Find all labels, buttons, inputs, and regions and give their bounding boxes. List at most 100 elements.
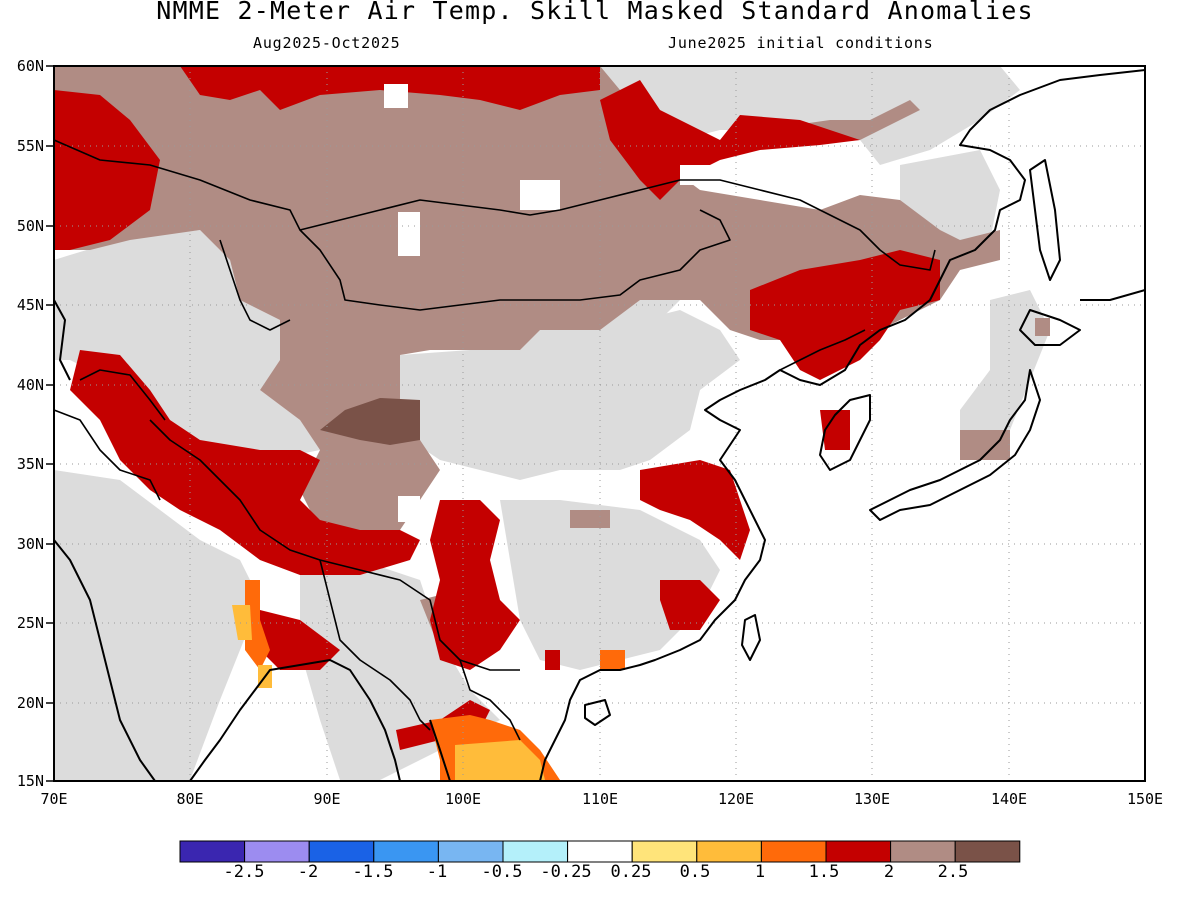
white-hole-1 xyxy=(384,84,408,108)
lat-label: 35N xyxy=(16,455,44,473)
white-holes-layer xyxy=(384,84,750,522)
colorbar-swatch xyxy=(308,840,375,863)
colorbar-tick-label: 1 xyxy=(754,862,766,882)
border-afghan xyxy=(53,409,161,501)
colorbar-swatch xyxy=(502,840,569,863)
coast-sakhalin xyxy=(1029,159,1061,281)
colorbar-tick-label: 0.5 xyxy=(679,862,711,882)
lon-label: 110E xyxy=(581,790,619,808)
red-region-jiangsu xyxy=(640,460,750,560)
coast-india-west xyxy=(53,539,156,782)
lon-label: 100E xyxy=(444,790,482,808)
initial-conditions-label: June2025 initial conditions xyxy=(668,34,934,52)
colorbar-swatch xyxy=(567,840,633,863)
lat-label: 50N xyxy=(16,217,44,235)
gray-region-central-china xyxy=(400,310,740,480)
coast-thailand-gulf xyxy=(429,719,451,782)
colorbar-swatch xyxy=(696,840,762,863)
gray-region-south-asia xyxy=(54,470,260,780)
red-region-korea xyxy=(820,410,850,450)
colorbar-tick-label: 1.5 xyxy=(808,862,840,882)
red-region-bangladesh xyxy=(250,610,340,670)
colorbar-tick-label: -2.5 xyxy=(223,862,265,882)
lat-label: 20N xyxy=(16,694,44,712)
darkbrown-region-tarim xyxy=(320,398,420,445)
border-russia-china-north xyxy=(53,139,936,271)
brown-region-japan-patch xyxy=(960,430,1010,460)
colorbar xyxy=(179,840,1021,863)
gray-region-kazakh xyxy=(54,230,320,460)
white-hole-3 xyxy=(398,496,420,522)
coast-asia-east xyxy=(539,69,1146,782)
coast-taiwan xyxy=(741,614,761,661)
colorbar-swatch xyxy=(825,840,892,863)
coastlines xyxy=(53,69,1146,782)
coast-japan-hokkaido xyxy=(1019,309,1081,346)
border-china-central-asia xyxy=(79,369,166,421)
white-hole-4 xyxy=(520,180,560,210)
gray-region-northeast xyxy=(900,150,1000,260)
lon-label: 130E xyxy=(853,790,891,808)
colorbar-swatch xyxy=(373,840,439,863)
border-kazakh-china xyxy=(219,239,291,331)
red-region-west-siberia xyxy=(54,90,160,250)
coast-kamchatka-edge xyxy=(1080,289,1146,301)
colorbar-tick-label: -0.5 xyxy=(481,862,523,882)
lon-label: 120E xyxy=(717,790,755,808)
red-region-layer xyxy=(54,66,940,750)
red-region-laos-patch xyxy=(545,650,560,670)
amber-region-thailand xyxy=(455,740,545,780)
coast-hainan xyxy=(584,699,611,726)
red-region-fujian xyxy=(660,580,720,630)
border-mongolia xyxy=(299,209,731,311)
lat-label: 45N xyxy=(16,296,44,314)
lon-label: 140E xyxy=(990,790,1028,808)
coast-japan-honshu xyxy=(869,369,1041,521)
gray-region-south-china xyxy=(500,500,720,670)
valid-period-label: Aug2025-Oct2025 xyxy=(253,34,401,52)
orange-region-patch xyxy=(600,650,625,670)
axis-ticks xyxy=(46,65,54,782)
brown-region-jiangsu-patch xyxy=(570,510,610,528)
lat-label: 55N xyxy=(16,137,44,155)
colorbar-tick-label: -2 xyxy=(297,862,319,882)
colorbar-swatch xyxy=(437,840,504,863)
lat-label: 15N xyxy=(16,772,44,790)
colorbar-swatch xyxy=(244,840,310,863)
map-plot-area xyxy=(53,66,1146,782)
gray-region-arctic xyxy=(600,66,1020,165)
lat-label: 60N xyxy=(16,57,44,75)
map-frame xyxy=(53,65,1146,782)
orange-region-india xyxy=(245,580,270,670)
lon-label: 90E xyxy=(313,790,341,808)
gray-region-japan xyxy=(960,290,1050,460)
white-hole-2 xyxy=(398,212,420,256)
coast-korea xyxy=(819,394,871,471)
coast-caspian xyxy=(53,299,71,381)
lon-label: 70E xyxy=(40,790,68,808)
colorbar-tick-label: -1 xyxy=(426,862,448,882)
colorbar-tick-label: -1.5 xyxy=(352,862,394,882)
colorbar-swatch xyxy=(890,840,956,863)
lat-label: 40N xyxy=(16,376,44,394)
coast-bay-of-bengal xyxy=(189,659,401,782)
red-region-manchuria xyxy=(750,250,940,380)
colorbar-tick-label: 0.25 xyxy=(610,862,652,882)
colorbar-swatch xyxy=(179,840,246,863)
lon-label: 80E xyxy=(176,790,204,808)
colorbar-swatch xyxy=(631,840,698,863)
colorbar-tick-label: 2 xyxy=(883,862,895,882)
colorbar-tick-label: -0.25 xyxy=(540,862,592,882)
red-region-tibet xyxy=(70,350,420,575)
brown-region-hokkaido-patch xyxy=(1035,318,1050,336)
brown-region-siberia-central xyxy=(54,66,1000,540)
map-title: NMME 2-Meter Air Temp. Skill Masked Stan… xyxy=(156,0,1034,25)
colorbar-swatch xyxy=(954,840,1021,863)
gray-region-layer xyxy=(54,66,1050,780)
lon-label: 150E xyxy=(1126,790,1164,808)
border-china-korea xyxy=(779,329,866,371)
colorbar-swatch xyxy=(760,840,827,863)
red-region-east-siberia xyxy=(600,80,860,200)
colorbar-tick-label: 2.5 xyxy=(937,862,969,882)
red-region-sichuan xyxy=(430,500,520,670)
